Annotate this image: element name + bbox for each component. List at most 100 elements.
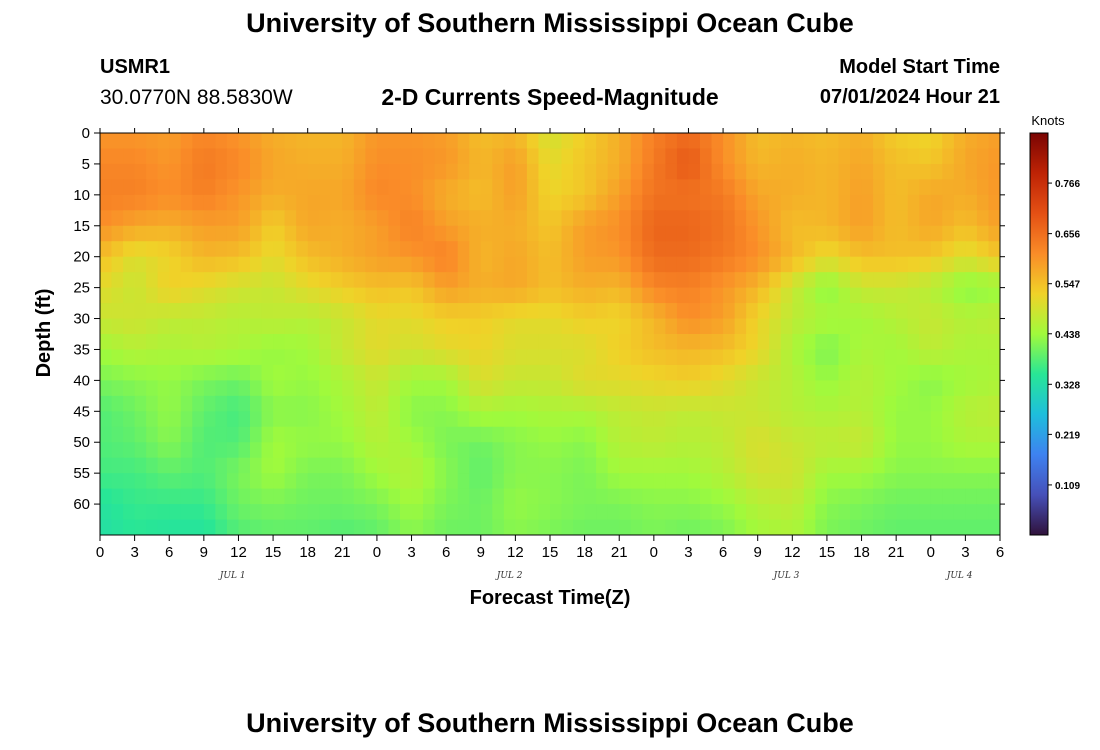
heatmap-cell — [469, 318, 482, 335]
heatmap-cell — [630, 473, 643, 490]
heatmap-cell — [480, 457, 493, 474]
heatmap-cell — [838, 504, 851, 521]
heatmap-cell — [238, 225, 251, 242]
heatmap-cell — [192, 272, 205, 289]
heatmap-cell — [884, 426, 897, 443]
heatmap-cell — [157, 380, 170, 397]
heatmap-cell — [226, 519, 240, 535]
heatmap-cell — [250, 473, 263, 490]
heatmap-cell — [665, 349, 678, 366]
heatmap-cell — [688, 256, 701, 273]
heatmap-cell — [884, 334, 897, 351]
heatmap-cell — [434, 256, 447, 273]
heatmap-cell — [861, 163, 874, 180]
heatmap-cell — [100, 411, 113, 428]
heatmap-cell — [296, 287, 309, 304]
heatmap-cell — [400, 194, 413, 211]
heatmap-cell — [411, 442, 424, 459]
colorbar-tick-label: 0.766 — [1055, 179, 1080, 190]
heatmap-cell — [653, 241, 666, 258]
heatmap-cell — [457, 287, 470, 304]
heatmap-cell — [850, 210, 863, 227]
heatmap-cell — [792, 504, 805, 521]
heatmap-cell — [815, 318, 828, 335]
heatmap-cell — [850, 256, 863, 273]
heatmap-cell — [723, 210, 736, 227]
heatmap-cell — [146, 334, 159, 351]
heatmap-cell — [250, 488, 263, 505]
heatmap-cell — [342, 504, 355, 521]
heatmap-cell — [688, 210, 701, 227]
heatmap-cell — [723, 364, 736, 381]
heatmap-cell — [169, 287, 182, 304]
heatmap-cell — [411, 426, 424, 443]
heatmap-cell — [803, 133, 816, 150]
heatmap-cell — [630, 148, 643, 165]
heatmap-cell — [296, 179, 309, 196]
heatmap-cell — [619, 148, 632, 165]
heatmap-cell — [180, 380, 193, 397]
heatmap-cell — [169, 349, 182, 366]
heatmap-cell — [226, 272, 240, 289]
heatmap-cell — [526, 241, 540, 258]
heatmap-cell — [515, 225, 528, 242]
heatmap-cell — [296, 426, 309, 443]
heatmap-cell — [388, 210, 401, 227]
heatmap-cell — [296, 488, 309, 505]
heatmap-cell — [619, 411, 632, 428]
heatmap-cell — [907, 287, 920, 304]
heatmap-cell — [157, 426, 170, 443]
heatmap-cell — [538, 349, 551, 366]
heatmap-cell — [157, 395, 170, 412]
heatmap-cell — [203, 148, 216, 165]
heatmap-cell — [169, 179, 182, 196]
heatmap-cell — [757, 241, 770, 258]
heatmap-cell — [388, 380, 401, 397]
heatmap-cell — [723, 504, 736, 521]
heatmap-cell — [296, 163, 309, 180]
heatmap-cell — [930, 148, 943, 165]
heatmap-cell — [284, 457, 297, 474]
heatmap-cell — [850, 133, 863, 150]
heatmap-cell — [965, 210, 978, 227]
heatmap-cell — [953, 504, 966, 521]
heatmap-cell — [469, 504, 482, 521]
heatmap-cell — [688, 133, 701, 150]
heatmap-cell — [146, 364, 159, 381]
heatmap-cell — [688, 426, 701, 443]
heatmap-cell — [919, 380, 932, 397]
heatmap-cell — [457, 411, 470, 428]
heatmap-cell — [734, 504, 747, 521]
heatmap-cell — [100, 163, 113, 180]
heatmap-cell — [746, 488, 759, 505]
heatmap-cell — [965, 380, 978, 397]
heatmap-cell — [896, 287, 909, 304]
heatmap-cell — [896, 334, 909, 351]
heatmap-cell — [515, 194, 528, 211]
heatmap-cell — [780, 380, 793, 397]
x-tick-label: 15 — [265, 544, 282, 561]
heatmap-cell — [550, 318, 563, 335]
heatmap-cell — [469, 411, 482, 428]
heatmap-cell — [296, 473, 309, 490]
heatmap-cell — [584, 318, 597, 335]
heatmap-cell — [284, 334, 297, 351]
heatmap-cell — [826, 318, 840, 335]
heatmap-cell — [769, 519, 782, 535]
heatmap-cell — [676, 426, 690, 443]
heatmap-cell — [838, 442, 851, 459]
heatmap-cell — [250, 148, 263, 165]
heatmap-cell — [873, 133, 886, 150]
heatmap-cell — [365, 364, 378, 381]
heatmap-cell — [434, 287, 447, 304]
heatmap-cell — [538, 287, 551, 304]
heatmap-cell — [480, 194, 493, 211]
heatmap-cell — [515, 411, 528, 428]
heatmap-cell — [757, 133, 770, 150]
heatmap-cell — [596, 364, 609, 381]
heatmap-cell — [711, 411, 724, 428]
heatmap-cell — [815, 488, 828, 505]
heatmap-cell — [134, 287, 147, 304]
heatmap-cell — [619, 349, 632, 366]
heatmap-cell — [273, 163, 286, 180]
